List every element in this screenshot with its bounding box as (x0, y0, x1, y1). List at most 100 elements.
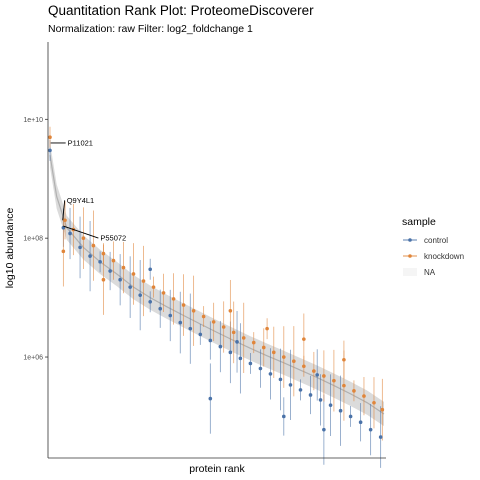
control-point-3 (78, 245, 82, 250)
control-point-24 (288, 383, 293, 387)
control-point-38 (235, 340, 239, 344)
knockdown-point-35 (265, 326, 269, 331)
knockdown-point-8 (131, 272, 136, 276)
control-point-4 (88, 254, 92, 258)
control-point-19 (238, 356, 243, 361)
knockdown-point-21 (261, 345, 266, 350)
knockdown-point-19 (241, 336, 246, 340)
knockdown-point-27 (322, 374, 326, 378)
knockdown-point-22 (271, 350, 276, 355)
control-point-30 (348, 414, 353, 419)
knockdown-point-11 (161, 291, 166, 295)
control-point-34 (208, 396, 213, 401)
control-point-31 (358, 420, 363, 425)
chart-title: Quantitation Rank Plot: ProteomeDiscover… (48, 3, 314, 18)
control-point-20 (248, 361, 253, 366)
knockdown-point-7 (121, 265, 126, 270)
control-point-6 (108, 269, 112, 273)
legend-entry-NA: NA (403, 268, 436, 277)
annotation-Q9Y4L1: Q9Y4L1 (67, 196, 95, 205)
legend: sample control knockdown NA (402, 216, 464, 277)
control-point-5 (98, 260, 102, 264)
knockdown-point-20 (251, 340, 256, 345)
legend-key-point (408, 238, 412, 242)
knockdown-point-5 (101, 251, 106, 256)
control-point-36 (282, 414, 286, 419)
knockdown-point-31 (362, 394, 366, 398)
error-bars (49, 126, 383, 468)
control-point-10 (148, 299, 152, 304)
control-point-0 (48, 148, 52, 153)
knockdown-point-4 (91, 243, 96, 248)
legend-entry-knockdown: knockdown (403, 252, 464, 261)
knockdown-point-15 (201, 314, 206, 319)
control-point-37 (315, 373, 320, 377)
legend-label: knockdown (424, 252, 464, 261)
annotation-line-Q9Y4L1 (62, 200, 66, 221)
knockdown-point-6 (111, 258, 116, 263)
knockdown-point-32 (372, 400, 376, 405)
control-point-8 (128, 285, 132, 289)
control-point-25 (298, 388, 303, 392)
annotation-line-P55072 (63, 225, 99, 239)
legend-label: control (424, 236, 448, 245)
legend-entry-control: control (403, 236, 448, 245)
knockdown-point-39 (61, 249, 66, 254)
annotation-P11021: P11021 (68, 138, 93, 147)
legend-key-swatch (403, 268, 417, 276)
knockdown-point-37 (302, 337, 306, 341)
control-point-23 (278, 377, 283, 382)
annotation-P55072: P55072 (100, 234, 126, 243)
data-points (48, 135, 385, 439)
y-tick-label-0: 1e+06 (23, 355, 43, 362)
legend-key-point (408, 254, 412, 258)
na-band-center (49, 155, 385, 415)
control-point-14 (188, 326, 193, 331)
control-point-13 (178, 320, 183, 325)
control-point-29 (338, 408, 343, 413)
control-point-18 (228, 350, 233, 355)
knockdown-point-18 (231, 330, 236, 335)
control-point-21 (258, 366, 263, 371)
knockdown-point-29 (342, 383, 346, 388)
control-point-26 (308, 393, 313, 397)
control-point-28 (328, 403, 333, 407)
knockdown-point-34 (101, 277, 106, 282)
knockdown-point-1 (63, 218, 67, 223)
control-point-32 (368, 427, 373, 432)
knockdown-point-9 (141, 279, 146, 283)
knockdown-point-36 (342, 357, 346, 362)
annotations: P11021 Q9Y4L1 P55072 (50, 138, 126, 243)
control-point-16 (208, 338, 213, 343)
knockdown-point-13 (181, 303, 186, 307)
x-axis-title: protein rank (189, 463, 245, 475)
knockdown-point-26 (312, 369, 316, 373)
y-tick-label-1: 1e+08 (23, 236, 43, 243)
control-point-35 (148, 267, 152, 272)
knockdown-point-38 (228, 308, 233, 313)
knockdown-point-23 (282, 355, 286, 359)
control-point-39 (322, 427, 326, 432)
na-band (49, 143, 385, 427)
knockdown-point-14 (191, 308, 196, 313)
knockdown-point-28 (332, 378, 336, 383)
knockdown-point-24 (292, 359, 296, 364)
knockdown-point-12 (171, 297, 176, 301)
knockdown-point-33 (380, 407, 385, 412)
y-ticks: 1e+06 1e+08 1e+10 (23, 117, 48, 362)
legend-title: sample (402, 216, 436, 228)
control-point-2 (68, 231, 72, 236)
control-point-27 (318, 398, 323, 402)
knockdown-point-3 (81, 236, 86, 240)
knockdown-point-25 (302, 364, 306, 369)
control-point-7 (118, 277, 122, 282)
control-point-17 (218, 344, 223, 349)
legend-label: NA (424, 268, 436, 277)
control-point-9 (138, 293, 142, 297)
control-point-33 (378, 435, 383, 439)
knockdown-point-0 (48, 135, 52, 140)
knockdown-point-17 (221, 325, 226, 329)
na-band-area (50, 143, 384, 427)
knockdown-point-10 (151, 285, 156, 289)
